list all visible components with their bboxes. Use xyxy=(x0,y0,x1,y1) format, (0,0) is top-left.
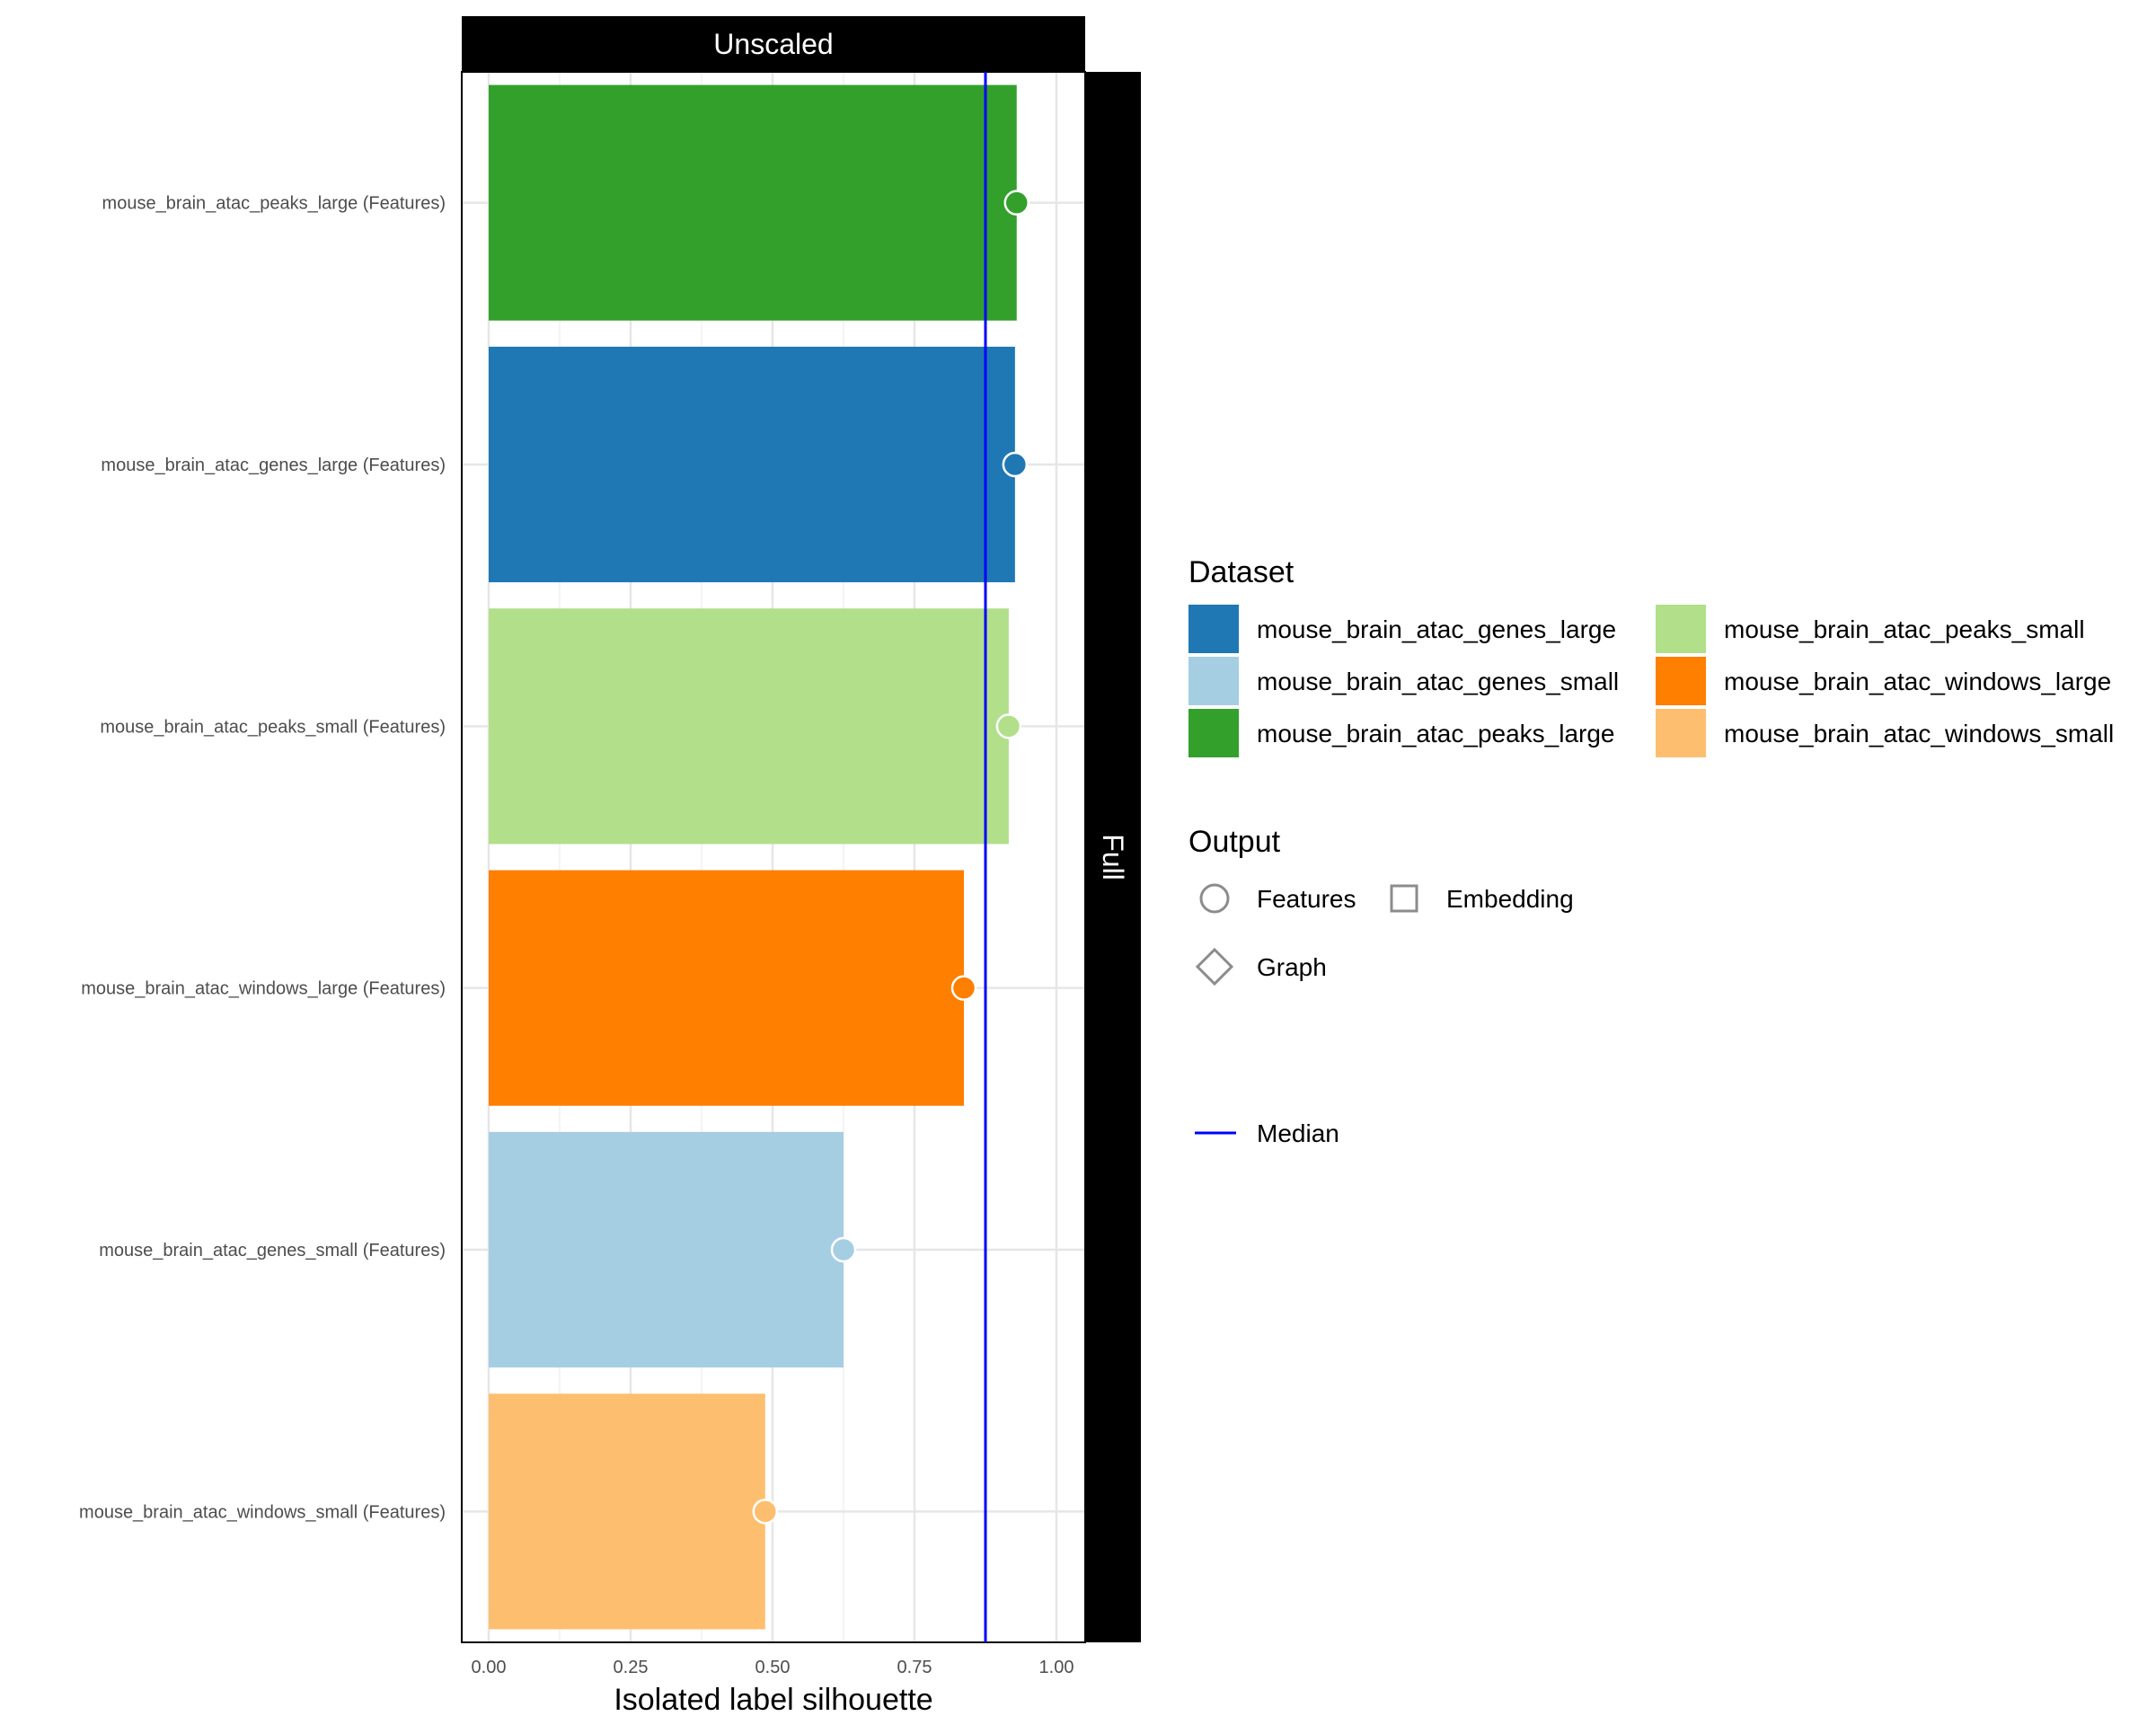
bar-mouse_brain_atac_genes_large xyxy=(489,346,1015,583)
x-axis-title: Isolated label silhouette xyxy=(614,1683,932,1717)
bar-mouse_brain_atac_peaks_small xyxy=(489,608,1009,845)
legend-dataset-swatch xyxy=(1188,605,1239,653)
legend-median: Median xyxy=(1195,1119,1339,1147)
legend-output-square-icon xyxy=(1390,884,1418,913)
legend-dataset-label: mouse_brain_atac_windows_small xyxy=(1724,720,2114,748)
bar-mouse_brain_atac_windows_large xyxy=(489,870,964,1106)
facet-strip-right xyxy=(1085,72,1141,1642)
points-layer xyxy=(752,190,1030,1525)
facet-strip-top xyxy=(462,16,1085,72)
bar-mouse_brain_atac_peaks_large xyxy=(489,84,1017,321)
point-mouse_brain_atac_genes_small xyxy=(830,1236,857,1263)
legend-output-label: Features xyxy=(1257,885,1356,913)
y-tick-label: mouse_brain_atac_genes_small (Features) xyxy=(99,1241,446,1261)
legend-output: Output Features Embedding Graph xyxy=(1188,825,1574,986)
y-tick-label: mouse_brain_atac_windows_small (Features… xyxy=(79,1502,446,1522)
y-tick-label: mouse_brain_atac_peaks_small (Features) xyxy=(100,717,446,737)
x-tick-label: 0.00 xyxy=(472,1658,507,1677)
legend-output-label: Embedding xyxy=(1446,885,1574,913)
y-axis: mouse_brain_atac_peaks_large (Features) m… xyxy=(79,194,446,1523)
legend-dataset-swatch xyxy=(1188,657,1239,705)
legend-median-label: Median xyxy=(1257,1119,1339,1147)
legend-dataset-title: Dataset xyxy=(1188,555,1294,589)
legend-dataset-swatch xyxy=(1656,605,1706,653)
legend-dataset-label: mouse_brain_atac_windows_large xyxy=(1724,668,2111,695)
x-tick-label: 0.25 xyxy=(614,1658,649,1677)
facet-strips: Unscaled Full xyxy=(462,16,1141,1642)
legend-output-diamond-icon xyxy=(1195,947,1234,986)
legend-output-circle-icon xyxy=(1199,883,1230,914)
legend-dataset-swatch xyxy=(1656,709,1706,757)
legend-dataset-swatch xyxy=(1188,709,1239,757)
legend-dataset-swatch xyxy=(1656,657,1706,705)
legend-dataset: Dataset mouse_brain_atac_genes_largemous… xyxy=(1188,555,2114,757)
point-mouse_brain_atac_genes_large xyxy=(1002,451,1029,478)
x-tick-label: 0.75 xyxy=(897,1658,932,1677)
legend-dataset-label: mouse_brain_atac_genes_large xyxy=(1257,615,1616,643)
point-mouse_brain_atac_windows_large xyxy=(950,975,977,1001)
bars-layer xyxy=(489,84,1017,1630)
legend-dataset-label: mouse_brain_atac_genes_small xyxy=(1257,668,1619,695)
bar-mouse_brain_atac_windows_small xyxy=(489,1393,765,1630)
legend-output-label: Graph xyxy=(1257,953,1327,981)
x-tick-label: 1.00 xyxy=(1039,1658,1074,1677)
y-tick-label: mouse_brain_atac_genes_large (Features) xyxy=(101,456,446,475)
y-tick-label: mouse_brain_atac_peaks_large (Features) xyxy=(102,194,446,214)
point-mouse_brain_atac_windows_small xyxy=(752,1499,779,1525)
legend-output-title: Output xyxy=(1188,825,1281,859)
legend-dataset-label: mouse_brain_atac_peaks_large xyxy=(1257,720,1615,748)
facet-strip-right-label: Full xyxy=(1097,834,1129,880)
y-tick-label: mouse_brain_atac_windows_large (Features… xyxy=(81,979,446,999)
legend-dataset-label: mouse_brain_atac_peaks_small xyxy=(1724,615,2085,643)
point-mouse_brain_atac_peaks_small xyxy=(995,713,1022,739)
x-tick-label: 0.50 xyxy=(755,1658,791,1677)
point-mouse_brain_atac_peaks_large xyxy=(1003,190,1030,216)
x-axis: 0.00 0.25 0.50 0.75 1.00 xyxy=(472,1658,1074,1677)
bar-mouse_brain_atac_genes_small xyxy=(489,1131,844,1368)
facet-strip-top-label: Unscaled xyxy=(713,28,833,60)
